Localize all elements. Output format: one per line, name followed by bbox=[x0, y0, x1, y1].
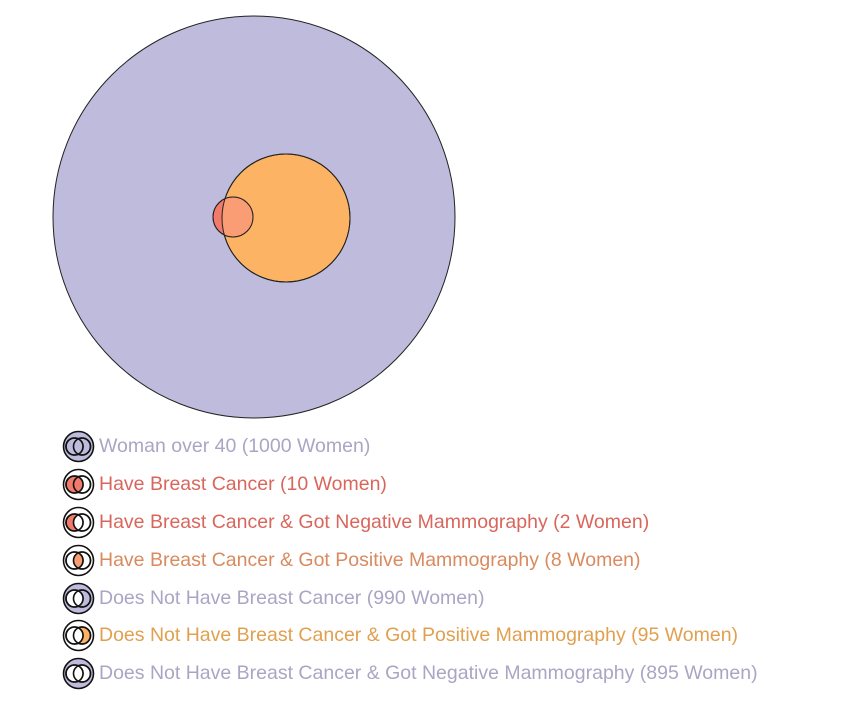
no-cancer-negative-region-icon bbox=[62, 657, 95, 690]
legend-label: Does Not Have Breast Cancer (990 Women) bbox=[99, 586, 485, 609]
legend-label: Woman over 40 (1000 Women) bbox=[99, 435, 371, 458]
no-cancer-positive-region-icon bbox=[62, 620, 95, 652]
legend-item[interactable]: Have Breast Cancer & Got Negative Mammog… bbox=[62, 504, 758, 542]
legend-label: Have Breast Cancer (10 Women) bbox=[99, 473, 387, 496]
legend-item[interactable]: Does Not Have Breast Cancer & Got Positi… bbox=[62, 617, 758, 655]
legend-label: Does Not Have Breast Cancer & Got Positi… bbox=[99, 624, 739, 647]
positive-mammography-circle-outline bbox=[221, 153, 351, 283]
all-region-icon bbox=[62, 431, 95, 463]
cancer-negative-region-icon bbox=[62, 506, 95, 539]
legend-item[interactable]: Does Not Have Breast Cancer (990 Women) bbox=[62, 579, 758, 617]
legend: Woman over 40 (1000 Women) Have Breast Ca… bbox=[62, 428, 758, 693]
legend-label: Have Breast Cancer & Got Negative Mammog… bbox=[99, 510, 650, 533]
legend-item[interactable]: Woman over 40 (1000 Women) bbox=[62, 428, 758, 466]
legend-item[interactable]: Have Breast Cancer (10 Women) bbox=[62, 466, 758, 504]
cancer-region-icon bbox=[62, 468, 95, 501]
no-cancer-region-icon bbox=[62, 582, 95, 614]
legend-item[interactable]: Does Not Have Breast Cancer & Got Negati… bbox=[62, 655, 758, 693]
legend-label: Does Not Have Breast Cancer & Got Negati… bbox=[99, 662, 758, 685]
cancer-positive-region-icon bbox=[62, 544, 95, 577]
legend-label: Have Breast Cancer & Got Positive Mammog… bbox=[99, 548, 641, 571]
breast-cancer-circle-outline bbox=[212, 196, 254, 238]
euler-diagram bbox=[52, 15, 456, 419]
legend-item[interactable]: Have Breast Cancer & Got Positive Mammog… bbox=[62, 541, 758, 579]
